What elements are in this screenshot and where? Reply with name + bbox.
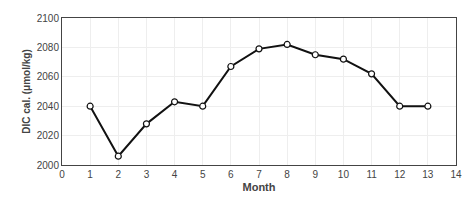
svg-text:Month: Month xyxy=(243,181,276,193)
svg-text:5: 5 xyxy=(200,169,206,180)
svg-text:3: 3 xyxy=(144,169,150,180)
svg-text:8: 8 xyxy=(284,169,290,180)
svg-text:4: 4 xyxy=(172,169,178,180)
svg-text:13: 13 xyxy=(422,169,434,180)
svg-text:6: 6 xyxy=(228,169,234,180)
svg-text:9: 9 xyxy=(313,169,319,180)
svg-text:14: 14 xyxy=(450,169,462,180)
svg-text:2: 2 xyxy=(116,169,122,180)
svg-text:2060: 2060 xyxy=(37,71,60,82)
svg-text:10: 10 xyxy=(338,169,350,180)
svg-text:2040: 2040 xyxy=(37,101,60,112)
svg-text:2100: 2100 xyxy=(37,13,60,24)
svg-text:2020: 2020 xyxy=(37,130,60,141)
svg-text:2080: 2080 xyxy=(37,42,60,53)
svg-text:11: 11 xyxy=(366,169,377,180)
svg-text:DIC cal. (μmol/kg): DIC cal. (μmol/kg) xyxy=(21,49,32,133)
svg-text:7: 7 xyxy=(256,169,262,180)
svg-text:12: 12 xyxy=(394,169,406,180)
svg-text:1: 1 xyxy=(87,169,93,180)
svg-text:2000: 2000 xyxy=(37,160,60,171)
svg-text:0: 0 xyxy=(59,169,65,180)
